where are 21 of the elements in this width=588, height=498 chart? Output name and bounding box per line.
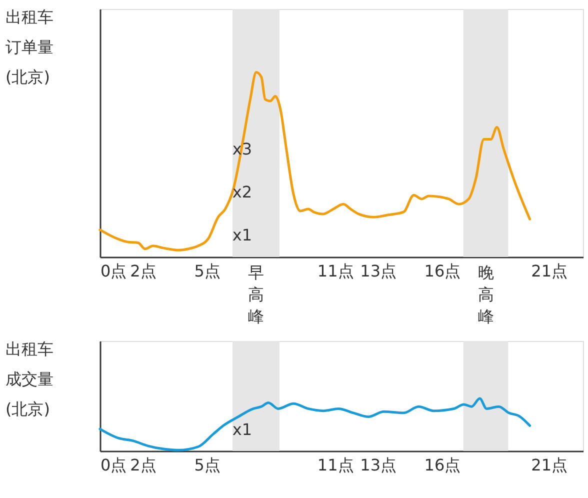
x-tick-label: 0点 (100, 262, 127, 280)
band-label: 晚高峰 (478, 263, 494, 326)
x-tick-label: 2点 (130, 456, 156, 474)
x-tick-label: 0点 (100, 456, 127, 474)
x-tick-label: 5点 (194, 262, 220, 280)
annotation: x1 (232, 420, 252, 439)
y-axis-title: 出租车订单量(北京) (6, 8, 54, 86)
x-tick-label: 16点 (424, 262, 461, 280)
annotation: x2 (232, 182, 252, 202)
x-tick-label: 2点 (130, 262, 156, 280)
x-tick-label: 13点 (360, 262, 397, 280)
x-tick-label: 13点 (360, 456, 397, 474)
x-tick-label: 21点 (531, 456, 568, 474)
x-tick-label: 16点 (424, 456, 461, 474)
band-label: 早高峰 (248, 263, 264, 326)
x-tick-label: 21点 (531, 262, 568, 280)
x-tick-label: 11点 (317, 262, 354, 280)
x-tick-label: 5点 (194, 456, 220, 474)
y-axis-title: 出租车成交量(北京) (6, 340, 54, 418)
x-tick-label: 11点 (317, 456, 354, 474)
annotation: x1 (232, 226, 252, 244)
